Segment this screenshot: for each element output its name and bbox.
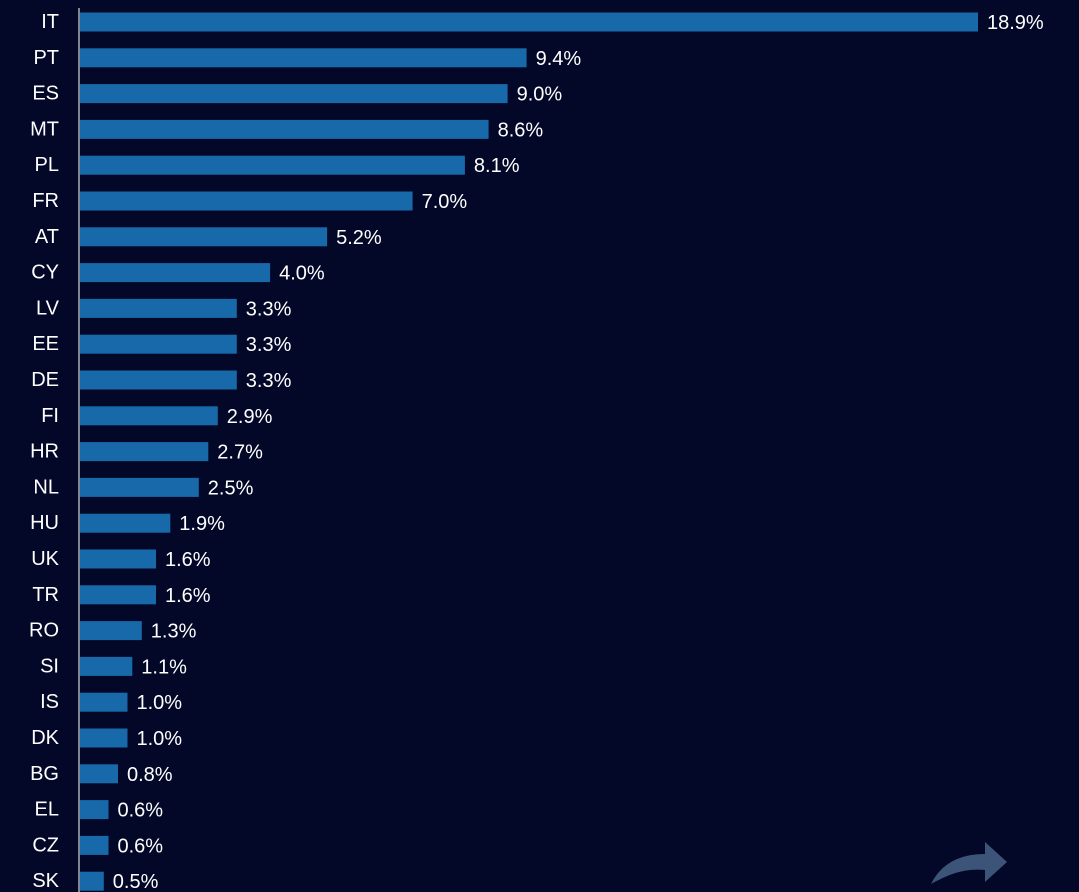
- category-label-si: SI: [40, 655, 59, 677]
- category-labels: IT PT ES MT PL FR AT CY LV EE DE FI HR NL HU UK TR RO SI IS…: [29, 11, 60, 892]
- value-label-fr: 7.0%: [422, 191, 468, 213]
- bars-group: [80, 12, 978, 891]
- value-label-dk: 1.0%: [137, 728, 183, 750]
- bar-cz: [80, 835, 109, 855]
- value-label-hr: 2.7%: [217, 442, 263, 464]
- category-label-dk: DK: [31, 727, 59, 749]
- value-label-hu: 1.9%: [179, 513, 225, 535]
- category-label-de: DE: [31, 369, 59, 391]
- bar-it: [80, 12, 978, 32]
- category-label-pt: PT: [33, 47, 59, 69]
- bar-uk: [80, 549, 156, 569]
- bar-cy: [80, 263, 271, 283]
- bar-ro: [80, 621, 142, 641]
- category-label-tr: TR: [32, 584, 59, 606]
- bar-at: [80, 227, 328, 247]
- bar-mt: [80, 119, 489, 139]
- bar-bg: [80, 764, 118, 784]
- category-label-fr: FR: [32, 190, 59, 212]
- value-label-de: 3.3%: [246, 370, 292, 392]
- bar-hr: [80, 442, 209, 462]
- bar-pl: [80, 155, 465, 175]
- value-label-tr: 1.6%: [165, 585, 211, 607]
- share-arrow-icon[interactable]: [927, 834, 1013, 888]
- category-label-lv: LV: [36, 297, 60, 319]
- category-label-bg: BG: [30, 763, 59, 785]
- category-label-pl: PL: [35, 154, 59, 176]
- bar-fi: [80, 406, 218, 426]
- category-label-fi: FI: [41, 405, 59, 427]
- bar-pt: [80, 48, 527, 68]
- value-label-it: 18.9%: [987, 12, 1044, 34]
- value-label-es: 9.0%: [517, 84, 563, 106]
- category-label-cy: CY: [31, 262, 59, 284]
- bar-es: [80, 84, 508, 104]
- category-label-it: IT: [41, 11, 59, 33]
- category-label-is: IS: [40, 691, 59, 713]
- bar-de: [80, 370, 237, 390]
- value-label-pl: 8.1%: [474, 155, 520, 177]
- category-label-hr: HR: [30, 441, 59, 463]
- value-label-cz: 0.6%: [118, 835, 164, 857]
- value-label-fi: 2.9%: [227, 406, 273, 428]
- value-labels: 18.9% 9.4% 9.0% 8.6% 8.1% 7.0% 5.2% 4.0% 3.3% 3.3…: [113, 12, 1044, 892]
- value-label-ro: 1.3%: [151, 621, 197, 643]
- bar-ee: [80, 334, 237, 354]
- category-label-cz: CZ: [32, 834, 59, 856]
- category-label-el: EL: [35, 799, 59, 821]
- value-label-is: 1.0%: [137, 692, 183, 714]
- value-label-mt: 8.6%: [498, 119, 544, 141]
- bar-el: [80, 800, 109, 820]
- bar-hu: [80, 513, 171, 533]
- value-label-cy: 4.0%: [279, 263, 325, 285]
- value-label-sk: 0.5%: [113, 871, 159, 892]
- bar-sk: [80, 871, 104, 891]
- category-label-mt: MT: [30, 118, 59, 140]
- value-label-uk: 1.6%: [165, 549, 211, 571]
- category-label-hu: HU: [30, 512, 59, 534]
- value-label-bg: 0.8%: [127, 764, 173, 786]
- category-label-uk: UK: [31, 548, 59, 570]
- value-label-si: 1.1%: [141, 656, 187, 678]
- bar-fr: [80, 191, 413, 211]
- bar-tr: [80, 585, 156, 605]
- bar-dk: [80, 728, 128, 748]
- bar-nl: [80, 477, 199, 497]
- value-label-el: 0.6%: [118, 800, 164, 822]
- category-label-at: AT: [35, 226, 59, 248]
- value-label-at: 5.2%: [336, 227, 382, 249]
- category-label-ee: EE: [32, 333, 59, 355]
- category-label-nl: NL: [33, 476, 59, 498]
- category-label-ro: RO: [29, 620, 59, 642]
- value-label-ee: 3.3%: [246, 334, 292, 356]
- bar-lv: [80, 298, 237, 318]
- value-label-pt: 9.4%: [536, 48, 582, 70]
- bar-si: [80, 656, 133, 676]
- bar-is: [80, 692, 128, 712]
- value-label-nl: 2.5%: [208, 477, 254, 499]
- value-label-lv: 3.3%: [246, 298, 292, 320]
- category-label-es: ES: [32, 83, 59, 105]
- category-label-sk: SK: [32, 870, 59, 892]
